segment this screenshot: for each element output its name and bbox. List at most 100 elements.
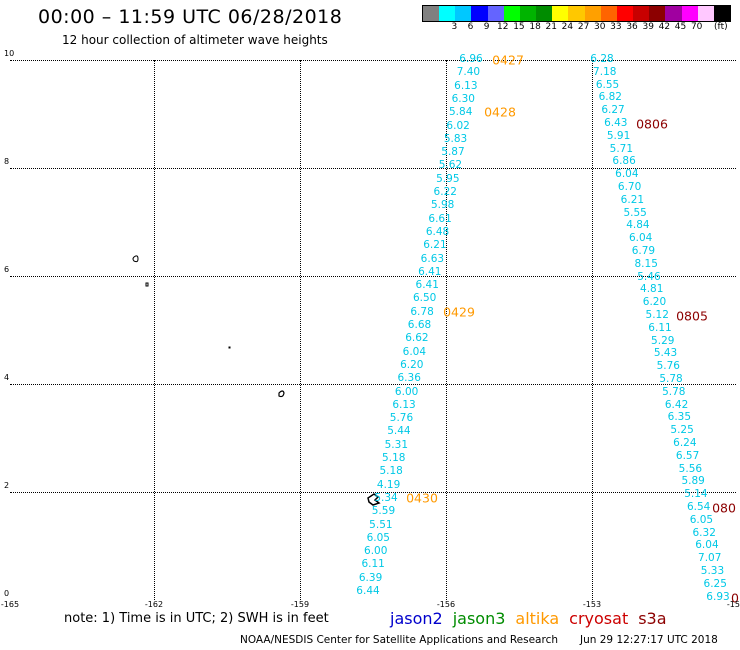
wave-height-label: 5.46 <box>637 270 661 283</box>
wave-height-label: 6.86 <box>612 155 636 168</box>
wave-height-label: 5.14 <box>684 488 708 501</box>
wave-height-label: 5.78 <box>659 373 683 385</box>
wave-height-label: 6.05 <box>366 531 390 544</box>
legend-label: 45 <box>674 22 687 32</box>
island-5 <box>367 493 381 506</box>
legend-swatch <box>568 6 585 21</box>
y-tick-label: 2 <box>4 481 10 490</box>
pass-time-label: 0427 <box>492 52 524 68</box>
wave-height-label: 6.24 <box>673 437 697 449</box>
legend-label: 27 <box>577 22 590 32</box>
wave-height-label: 6.22 <box>433 186 457 198</box>
wave-height-label: 5.76 <box>656 360 680 373</box>
legend-swatch <box>616 6 634 21</box>
pass-time-label: 0430 <box>406 490 438 506</box>
island-4 <box>278 390 285 398</box>
wave-height-label: 6.70 <box>617 181 642 193</box>
wave-height-label: 6.42 <box>664 398 689 411</box>
wave-height-label: 6.93 <box>706 590 730 603</box>
wave-height-label: 6.39 <box>358 571 383 584</box>
grid-line-horizontal <box>10 384 736 385</box>
legend-swatch <box>487 6 504 21</box>
wave-height-label: 5.71 <box>609 142 634 155</box>
color-legend-labels: 3 6 9 12 15 18 21 24 27 30 33 36 39 42 45 70 (ft) <box>422 22 729 34</box>
wave-height-label: 6.48 <box>425 225 450 238</box>
wave-height-label: 5.43 <box>653 347 678 360</box>
y-tick-label: 6 <box>4 265 10 274</box>
wave-height-label: 5.18 <box>382 452 406 464</box>
wave-height-label: 6.32 <box>692 526 716 539</box>
wave-height-label: 5.62 <box>438 159 463 172</box>
wave-height-label: 6.41 <box>415 279 439 292</box>
wave-height-label: 6.13 <box>392 398 416 411</box>
wave-height-label: 6.41 <box>418 265 442 278</box>
wave-height-label: 6.21 <box>620 193 645 206</box>
wave-height-label: 6.04 <box>615 168 639 181</box>
wave-height-label: 5.91 <box>606 129 631 142</box>
footer-date: Jun 29 12:27:17 UTC 2018 <box>580 634 718 646</box>
wave-height-label: 5.25 <box>670 424 694 437</box>
wave-height-label: 7.07 <box>698 552 722 565</box>
map-plot[interactable]: 6.96 7.40 6.13 6.30 5.84 6.02 5.83 5.87 5.62 5.95… <box>10 53 739 606</box>
wave-height-label: 5.98 <box>430 199 455 212</box>
legend-label: 3 <box>451 22 458 32</box>
legend-swatch <box>423 6 440 21</box>
map-subtitle: 12 hour collection of altimeter wave hei… <box>62 33 328 47</box>
wave-height-label: 4.84 <box>626 219 650 232</box>
wave-height-label: 5.78 <box>662 385 686 398</box>
legend-swatch <box>519 6 537 21</box>
legend-label: (ft) <box>714 22 728 32</box>
legend-swatch <box>713 6 730 21</box>
wave-height-label: 6.00 <box>394 385 419 398</box>
wave-height-label: 5.51 <box>369 518 393 531</box>
wave-height-label: 6.78 <box>410 305 434 318</box>
wave-height-label: 6.79 <box>631 245 656 257</box>
y-tick-label: 8 <box>4 157 10 166</box>
grid-line-horizontal <box>10 168 736 169</box>
wave-height-label: 6.11 <box>648 321 672 334</box>
wave-height-label: 6.20 <box>642 296 667 309</box>
wave-height-label: 6.36 <box>397 372 421 385</box>
wave-height-label: 6.20 <box>400 358 424 371</box>
grid-line-vertical <box>592 60 593 600</box>
wave-height-label: 6.55 <box>595 78 620 91</box>
wave-height-label: 6.44 <box>356 585 380 597</box>
wave-height-label: 6.35 <box>667 411 692 424</box>
wave-height-label: 4.81 <box>640 283 664 296</box>
legend-swatch <box>697 6 714 21</box>
legend-label: 9 <box>483 22 490 32</box>
wave-height-label: 6.54 <box>686 501 711 513</box>
wave-height-label: 5.33 <box>700 565 725 577</box>
legend-swatch <box>552 6 569 21</box>
wave-height-label: 5.84 <box>448 106 473 119</box>
wave-height-label: 6.25 <box>703 577 727 590</box>
island-1 <box>132 255 139 263</box>
legend-label: 6 <box>467 22 474 32</box>
satellite-label-cryosat: cryosat <box>569 609 629 628</box>
wave-height-label: 7.18 <box>593 65 617 78</box>
map-title: 00:00 – 11:59 UTC 06/28/2018 <box>38 6 343 28</box>
grid-line-vertical <box>154 60 155 600</box>
grid-line-horizontal <box>10 60 736 61</box>
x-tick-label: -150 <box>726 600 740 609</box>
satellite-label-jason2: jason2 <box>390 609 443 628</box>
wave-height-label: 6.63 <box>420 252 445 265</box>
wave-height-label: 6.96 <box>459 53 483 65</box>
x-tick-label: -162 <box>144 600 164 609</box>
wave-height-label: 6.21 <box>423 239 447 252</box>
legend-swatch <box>536 6 553 21</box>
wave-height-label: 6.30 <box>451 92 475 105</box>
wave-height-label: 5.12 <box>645 309 669 321</box>
x-tick-label: -165 <box>0 600 20 609</box>
satellite-legend: jason2 jason3 altika cryosat s3a <box>390 609 677 628</box>
legend-swatch <box>503 6 520 21</box>
y-tick-label: 10 <box>4 49 15 58</box>
pass-time-label: 080 <box>712 500 736 516</box>
wave-height-label: 5.89 <box>681 475 705 488</box>
note-text: note: 1) Time is in UTC; 2) SWH is in fe… <box>64 611 329 626</box>
wave-height-label: 6.04 <box>695 539 719 552</box>
wave-height-label: 6.05 <box>689 513 714 526</box>
grid-line-horizontal <box>10 276 736 277</box>
wave-height-label: 8.15 <box>634 257 658 270</box>
y-tick-label: 0 <box>4 589 10 598</box>
